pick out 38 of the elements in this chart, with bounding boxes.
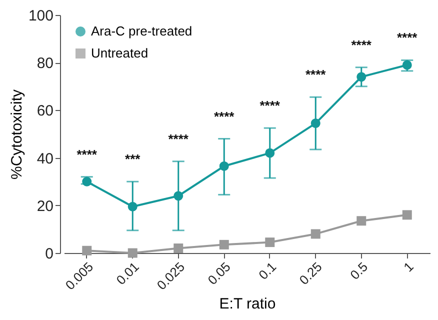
x-tick-label: 0.25 [296, 259, 325, 288]
point [219, 161, 229, 171]
point [82, 246, 92, 256]
point [402, 210, 412, 220]
point [174, 243, 184, 253]
x-tick-label: 1 [400, 259, 416, 275]
x-axis-title: E:T ratio [219, 296, 276, 313]
annotation: **** [397, 30, 418, 46]
x-tick-label: 0.05 [204, 259, 234, 288]
annotation: **** [76, 146, 98, 162]
y-axis-title: %Cytotoxicity [8, 88, 26, 180]
y-tick-label: 80 [36, 55, 54, 72]
point [265, 238, 275, 248]
annotation: *** [125, 152, 142, 167]
point [310, 229, 320, 239]
annotation: **** [306, 67, 327, 82]
y-tick-label: 60 [36, 102, 54, 120]
point [265, 148, 275, 158]
y-tick-label: 0 [45, 246, 54, 262]
annotation: **** [168, 131, 190, 146]
y-tick-label: 40 [36, 150, 54, 168]
point [128, 248, 138, 258]
point [219, 240, 229, 250]
y-tick-label: 20 [36, 198, 54, 215]
point [356, 72, 366, 82]
y-tick-label: 100 [28, 8, 54, 24]
point [174, 191, 184, 201]
x-tick-label: 0.01 [113, 259, 142, 288]
annotation: **** [351, 37, 372, 52]
annotation: **** [214, 108, 236, 124]
point [128, 202, 138, 212]
point [356, 216, 366, 226]
x-tick-label: 0.1 [256, 259, 280, 282]
annotation: **** [260, 98, 281, 114]
point [310, 118, 320, 128]
legend-label: Ara-C pre-treated [91, 24, 192, 38]
legend-label: Untreated [91, 46, 148, 60]
x-tick-label: 0.5 [347, 259, 371, 282]
